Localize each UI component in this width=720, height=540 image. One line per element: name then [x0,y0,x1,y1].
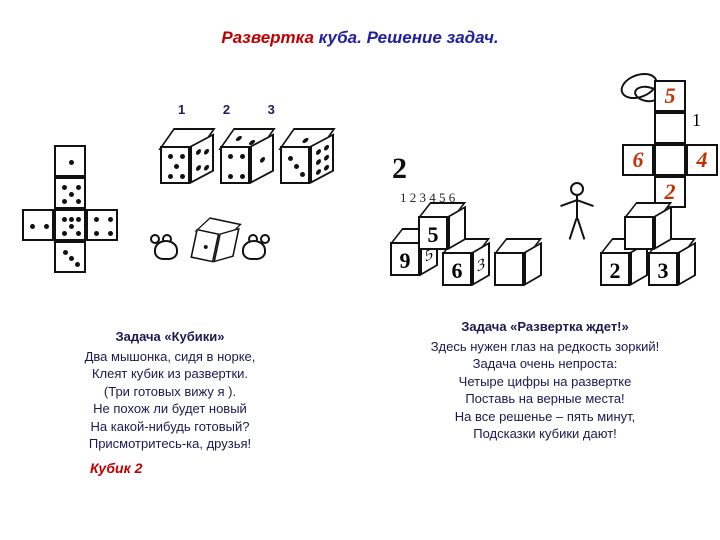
loose-digit-1: 1 [692,110,701,131]
net-num-6: 6 [622,144,654,176]
digit-cube [624,202,672,256]
dice-number-labels: 1 2 3 [178,102,275,117]
answer-text: Кубик 2 [90,460,142,476]
poem-left-line: (Три готовых вижу я ). [40,383,300,401]
loose-digit-2: 2 [392,152,407,186]
poem-right-line: Задача очень непроста: [400,355,690,373]
poem-left-title: Задача «Кубики» [40,328,300,346]
poem-right-title: Задача «Развертка ждет!» [400,318,690,336]
digit-cube [494,238,542,292]
poem-right-line: Здесь нужен глаз на редкость зоркий! [400,338,690,356]
poem-right: Задача «Развертка ждет!» Здесь нужен гла… [400,318,690,443]
right-illustration: 5 6 4 2 1 2 1 2 3 4 5 6 9563523 [380,70,720,295]
left-illustration [20,120,380,290]
poem-left: Задача «Кубики» Два мышонка, сидя в норк… [40,328,300,453]
poem-left-line: На какой-нибудь готовый? [40,418,300,436]
poem-left-line: Два мышонка, сидя в норке, [40,348,300,366]
poem-left-line: Присмотритесь-ка, друзья! [40,435,300,453]
net-num-5: 5 [654,80,686,112]
poem-left-line: Клеят кубик из развертки. [40,365,300,383]
poem-right-line: Поставь на верные места! [400,390,690,408]
die-1 [160,128,214,190]
poem-right-line: На все решенье – пять минут, [400,408,690,426]
die-3 [280,128,334,190]
mouse-2 [234,230,272,264]
title-red: Развертка [221,28,314,47]
cube-net [22,145,118,273]
mouse-1 [148,230,186,264]
person-figure [560,182,594,252]
title-blue: куба. Решение задач. [319,28,499,47]
page-title: Развертка куба. Решение задач. [0,28,720,48]
digit-cube: 5 [418,202,466,256]
mouse-cube [189,215,240,271]
poem-right-line: Четыре цифры на развертке [400,373,690,391]
poem-left-line: Не похож ли будет новый [40,400,300,418]
net-num-4: 4 [686,144,718,176]
poem-right-line: Подсказки кубики дают! [400,425,690,443]
die-2 [220,128,274,190]
